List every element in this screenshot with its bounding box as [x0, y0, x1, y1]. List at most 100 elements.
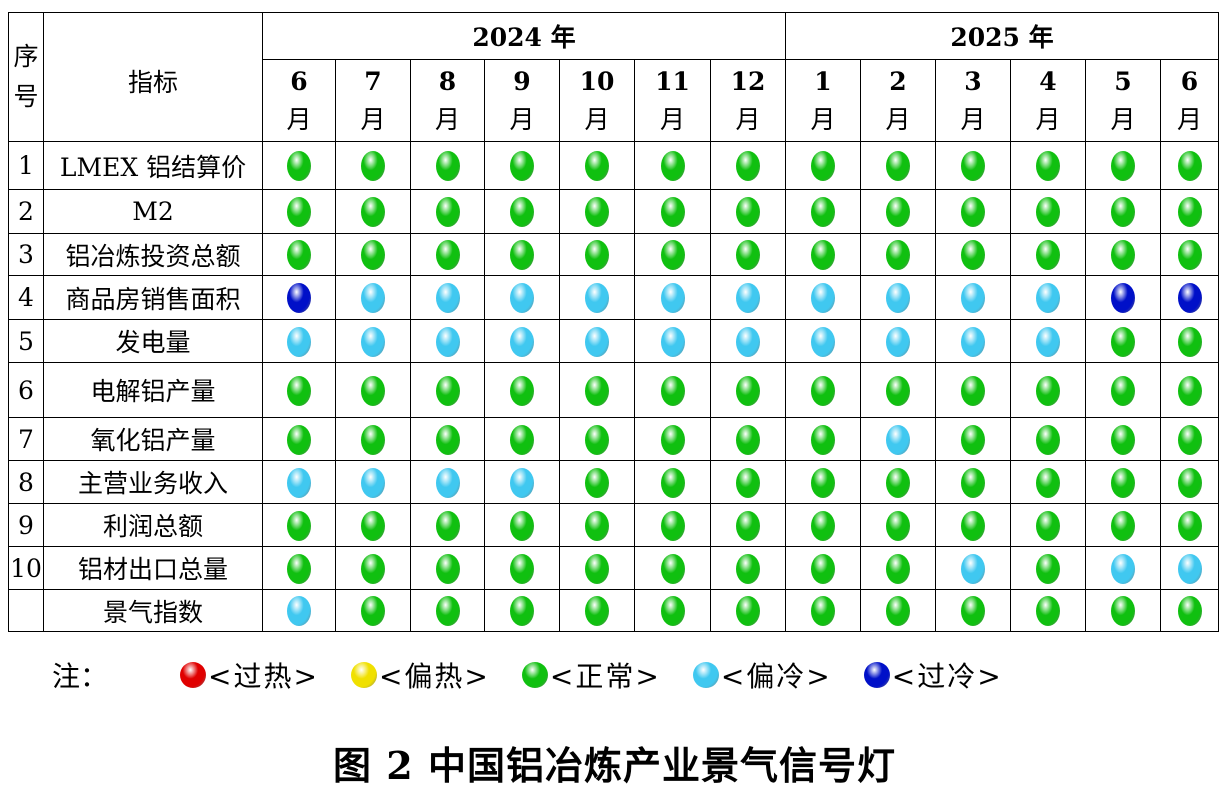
signal-cell	[860, 233, 936, 276]
signal-light-cool-icon	[961, 326, 985, 357]
signal-light-normal-icon	[736, 424, 760, 455]
table-row: 5 发电量	[8, 319, 1219, 363]
signal-cell	[634, 460, 711, 504]
signal-cell	[935, 275, 1011, 320]
row-indicator: 电解铝产量	[43, 362, 263, 418]
month-number: 8	[438, 66, 457, 96]
signal-light-normal-icon	[1177, 467, 1202, 498]
signal-light-cool-icon	[961, 553, 985, 584]
table-row: 景气指数	[8, 589, 1219, 632]
row-seq: 9	[8, 503, 44, 547]
signal-light-normal-icon	[1111, 596, 1135, 627]
signal-light-cool-icon	[361, 283, 385, 314]
row-indicator: 主营业务收入	[43, 460, 263, 504]
signal-cell	[1010, 546, 1086, 590]
signal-light-normal-icon	[811, 240, 835, 271]
signal-light-normal-icon	[435, 151, 460, 182]
month-unit: 月	[1176, 104, 1202, 134]
signal-cell	[710, 189, 786, 234]
signal-light-warm-icon	[350, 662, 377, 688]
signal-cell	[484, 362, 560, 418]
signal-cell	[1160, 275, 1219, 320]
signal-cell	[410, 417, 485, 461]
signal-light-normal-icon	[736, 553, 760, 584]
signal-light-normal-icon	[361, 510, 385, 541]
signal-light-normal-icon	[736, 375, 760, 406]
signal-cell	[1160, 362, 1219, 418]
signal-cell	[634, 589, 711, 632]
signal-cell	[335, 233, 411, 276]
signal-light-normal-icon	[811, 553, 835, 584]
signal-light-cool-icon	[287, 596, 311, 627]
signal-light-normal-icon	[510, 424, 534, 455]
signal-cell	[559, 460, 635, 504]
signal-light-normal-icon	[361, 424, 385, 455]
legend-item-hot: <过热>	[180, 655, 319, 695]
signal-light-normal-icon	[961, 596, 985, 627]
signal-cell	[484, 503, 560, 547]
header-year: 2025 年	[785, 12, 1219, 60]
header-indicator: 指标	[43, 12, 263, 142]
signal-light-normal-icon	[1036, 424, 1060, 455]
signal-light-normal-icon	[961, 510, 985, 541]
row-indicator: 商品房销售面积	[43, 275, 263, 320]
signal-cell	[559, 589, 635, 632]
signal-cell	[935, 233, 1011, 276]
legend-note: 注：	[52, 660, 109, 693]
month-number: 11	[655, 66, 690, 96]
signal-light-normal-icon	[287, 424, 311, 455]
signal-cell	[335, 189, 411, 234]
signal-light-normal-icon	[1036, 510, 1060, 541]
month-number: 12	[730, 66, 766, 96]
row-seq: 4	[8, 275, 44, 320]
signal-cell	[410, 546, 485, 590]
signal-light-normal-icon	[886, 197, 910, 228]
signal-light-normal-icon	[510, 240, 534, 271]
table-row: 1 LMEX 铝结算价	[8, 141, 1219, 190]
header-month: 10 月	[559, 59, 635, 142]
signal-light-normal-icon	[961, 197, 985, 228]
row-indicator: 景气指数	[43, 589, 263, 632]
signal-cell	[559, 546, 635, 590]
signal-cell	[935, 319, 1011, 363]
signal-light-normal-icon	[435, 424, 460, 455]
signal-light-cool-icon	[435, 467, 460, 498]
signal-cell	[1160, 141, 1219, 190]
figure-caption: 图 2 中国铝冶炼产业景气信号灯	[333, 743, 896, 788]
signal-cell	[1085, 275, 1161, 320]
signal-light-normal-icon	[1111, 467, 1135, 498]
signal-light-normal-icon	[585, 553, 609, 584]
month-number: 4	[1039, 66, 1057, 96]
signal-light-normal-icon	[1111, 375, 1135, 406]
signal-light-normal-icon	[1036, 151, 1060, 182]
header-month: 12 月	[710, 59, 786, 142]
signal-light-normal-icon	[585, 596, 609, 627]
signal-cell	[410, 233, 485, 276]
signal-cell	[935, 460, 1011, 504]
signal-light-normal-icon	[585, 467, 609, 498]
signal-cell	[710, 141, 786, 190]
signal-cell	[335, 460, 411, 504]
signal-light-normal-icon	[585, 510, 609, 541]
signal-light-normal-icon	[435, 510, 460, 541]
signal-light-cool-icon	[1036, 283, 1060, 314]
signal-cell	[634, 546, 711, 590]
signal-light-normal-icon	[361, 151, 385, 182]
header-seq: 序号	[8, 12, 44, 142]
signal-light-cold-icon	[1111, 283, 1135, 314]
signal-cell	[262, 546, 336, 590]
signal-cell	[785, 546, 861, 590]
signal-light-normal-icon	[361, 596, 385, 627]
row-indicator: 发电量	[43, 319, 263, 363]
signal-light-cool-icon	[585, 283, 609, 314]
signal-light-normal-icon	[510, 151, 534, 182]
signal-cell	[1010, 589, 1086, 632]
signal-cell	[559, 189, 635, 234]
signal-light-normal-icon	[1177, 424, 1202, 455]
signal-light-hot-icon	[180, 662, 207, 688]
signal-cell	[559, 417, 635, 461]
